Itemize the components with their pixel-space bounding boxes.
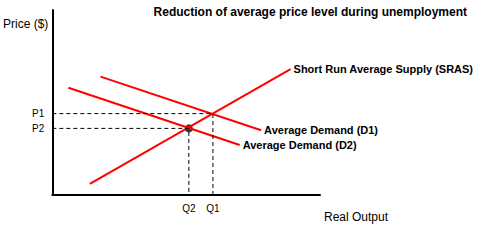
svg-text:Q2: Q2 xyxy=(182,203,196,214)
svg-text:P2: P2 xyxy=(32,123,45,134)
svg-text:P1: P1 xyxy=(32,108,45,119)
svg-text:Short Run Average Supply (SRAS: Short Run Average Supply (SRAS) xyxy=(294,63,474,75)
svg-text:Q1: Q1 xyxy=(206,203,220,214)
svg-text:Reduction of average price lev: Reduction of average price level during … xyxy=(154,5,467,19)
svg-text:Real Output: Real Output xyxy=(324,210,389,224)
svg-text:Average Demand (D1): Average Demand (D1) xyxy=(264,124,378,136)
svg-text:Price ($): Price ($) xyxy=(3,17,48,31)
svg-text:Average Demand (D2): Average Demand (D2) xyxy=(243,139,357,151)
